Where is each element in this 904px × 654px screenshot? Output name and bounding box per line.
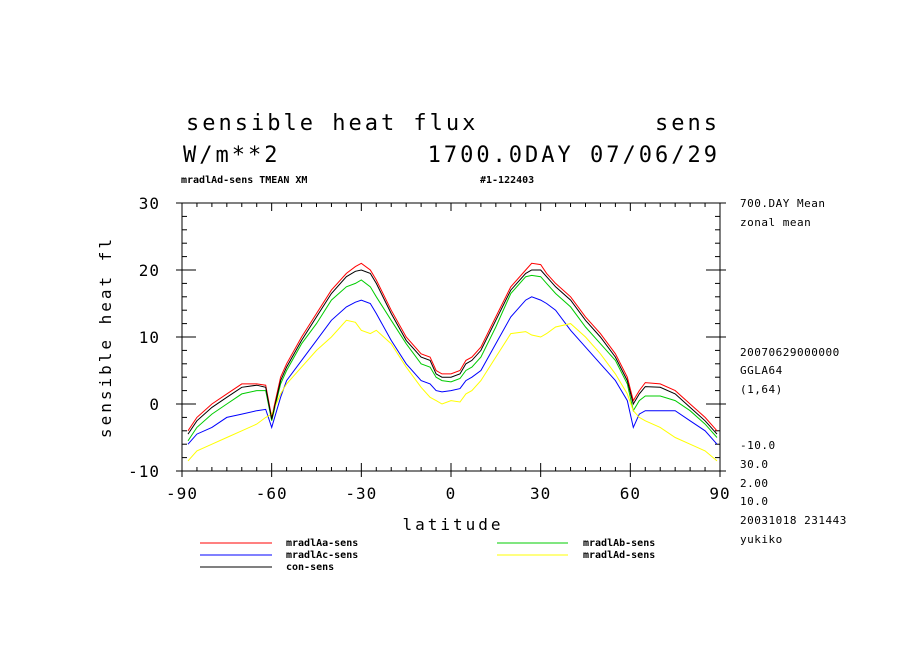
- x-tick-label: 90: [709, 484, 730, 503]
- x-tick-label: -30: [345, 484, 377, 503]
- x-tick-label: -90: [166, 484, 198, 503]
- side-info-mid-1: 20070629000000: [740, 346, 840, 359]
- x-tick-label: 30: [530, 484, 551, 503]
- x-tick-label: -60: [256, 484, 288, 503]
- subtitle-left: mradlAd-sens TMEAN XM: [181, 175, 307, 186]
- y-axis-label: sensible heat fl: [96, 236, 115, 438]
- y-tick-label: 0: [149, 395, 160, 414]
- side-info-bot-6: yukiko: [740, 533, 783, 546]
- x-tick-label: 60: [620, 484, 641, 503]
- side-info-bot-2: 30.0: [740, 458, 769, 471]
- side-info-top-1: 700.DAY Mean: [740, 197, 825, 210]
- axis-tick-labels: -90 -60 -30 0 30 60 90 -10 0 10 20 30: [128, 194, 730, 503]
- series-line-mradlAb-sens: [187, 274, 718, 442]
- series-line-con-sens: [187, 269, 718, 435]
- y-tick-label: 30: [139, 194, 160, 213]
- side-info-mid-2: GGLA64: [740, 364, 783, 377]
- y-tick-label: 20: [139, 261, 160, 280]
- x-tick-label: 0: [446, 484, 457, 503]
- legend: mradlAa-sens mradlAb-sens mradlAc-sens mrad…: [200, 538, 655, 573]
- side-info-bot-5: 20031018 231443: [740, 514, 847, 527]
- y-tick-label: 10: [139, 328, 160, 347]
- units-label: W/m**2: [183, 143, 280, 168]
- series-line-mradlAd-sens: [187, 319, 718, 462]
- x-axis-label: latitude: [402, 515, 503, 534]
- axis-ticks: [176, 202, 726, 477]
- subtitle-right: #1-122403: [480, 175, 534, 186]
- date-label: 1700.0DAY 07/06/29: [428, 143, 720, 168]
- side-info-top-2: zonal mean: [740, 216, 811, 229]
- y-tick-label: -10: [128, 462, 160, 481]
- chart-title: sensible heat flux: [186, 111, 478, 136]
- plot-frame: [181, 202, 721, 472]
- variable-name: sens: [655, 111, 720, 136]
- legend-label: mradlAd-sens: [583, 550, 655, 561]
- side-info-bot-3: 2.00: [740, 477, 769, 490]
- series-line-mradlAa-sens: [187, 262, 718, 432]
- series-lines: [187, 262, 718, 462]
- legend-label: mradlAb-sens: [583, 538, 655, 549]
- side-info-bot-4: 10.0: [740, 495, 769, 508]
- legend-label: mradlAa-sens: [286, 538, 358, 549]
- series-line-mradlAc-sens: [187, 296, 718, 445]
- legend-label: mradlAc-sens: [286, 550, 358, 561]
- legend-label: con-sens: [286, 562, 334, 573]
- side-info-bot-1: -10.0: [740, 439, 776, 452]
- side-info-mid-3: (1,64): [740, 383, 783, 396]
